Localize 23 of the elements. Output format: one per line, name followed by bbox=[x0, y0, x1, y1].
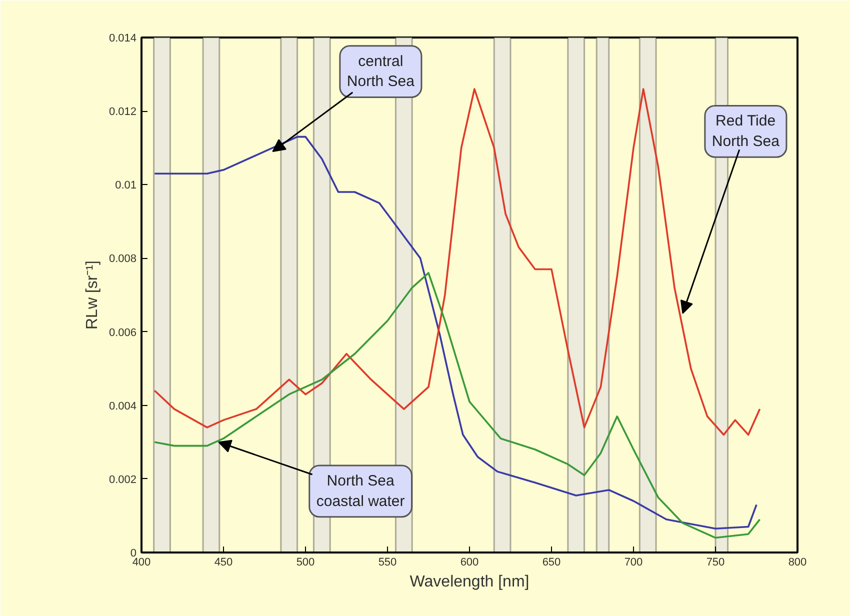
x-tick-label: 650 bbox=[542, 556, 561, 568]
x-tick-label: 500 bbox=[296, 556, 315, 568]
y-axis-title: RLw [sr⁻¹] bbox=[84, 260, 101, 330]
x-axis-title: Wavelength [nm] bbox=[410, 574, 530, 590]
y-tick-label: 0.008 bbox=[108, 253, 137, 266]
x-tick-label: 750 bbox=[706, 556, 725, 568]
annotation: Red Tide North Sea bbox=[712, 112, 780, 150]
x-tick-label: 600 bbox=[460, 556, 479, 568]
line-series bbox=[154, 272, 761, 539]
y-tick-label: 0.014 bbox=[108, 32, 137, 44]
x-tick-label: 400 bbox=[132, 556, 151, 568]
x-tick-label: 700 bbox=[624, 556, 643, 568]
y-tick-label: 0.012 bbox=[108, 106, 137, 118]
y-tick-label: 0.006 bbox=[108, 326, 137, 339]
y-tick-label: 0.01 bbox=[115, 180, 137, 192]
annotation: North Sea coastal water bbox=[316, 472, 405, 510]
annotation: central North Sea bbox=[346, 52, 416, 90]
y-tick-label: 0 bbox=[130, 548, 137, 560]
x-tick-label: 450 bbox=[214, 556, 233, 568]
y-tick-label: 0.004 bbox=[108, 400, 137, 412]
y-tick-label: 0.002 bbox=[108, 474, 137, 486]
x-tick-label: 800 bbox=[788, 556, 807, 568]
x-tick-label: 550 bbox=[378, 556, 397, 568]
